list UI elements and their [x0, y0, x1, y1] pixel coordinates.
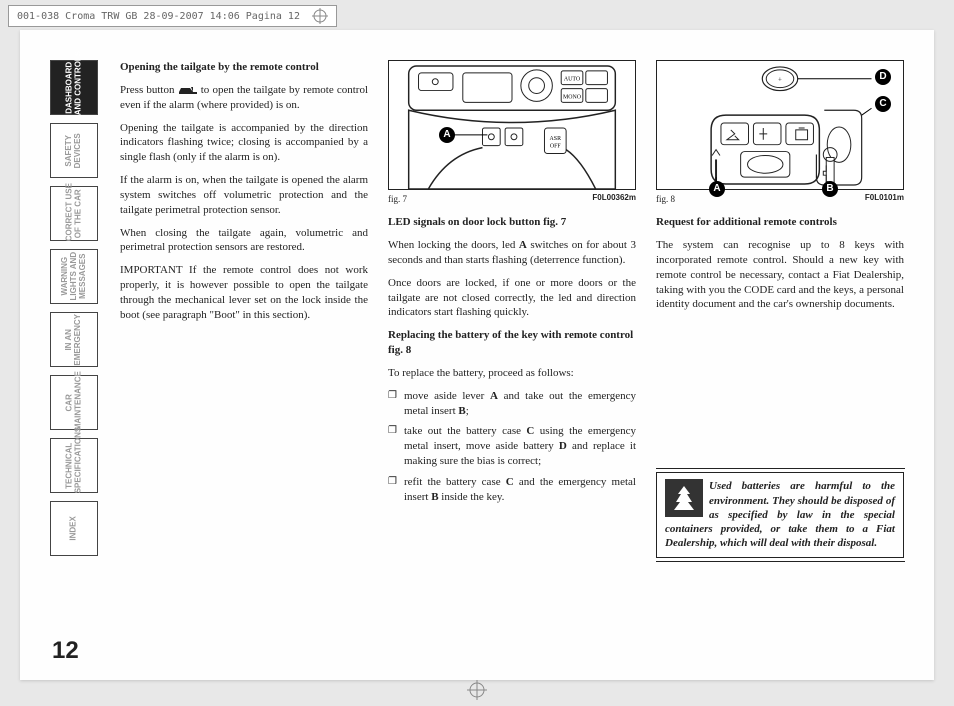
tab-correct-use[interactable]: CORRECT USEOF THE CAR	[50, 186, 98, 241]
tab-warning[interactable]: WARNINGLIGHTS ANDMESSAGES	[50, 249, 98, 304]
paragraph: IMPORTANT If the remote control does not…	[120, 263, 368, 322]
fig8-illustration: +	[657, 61, 903, 189]
tab-label: IN ANEMERGENCY	[65, 314, 83, 366]
page-number: 12	[52, 637, 79, 665]
svg-text:ASR: ASR	[550, 136, 562, 142]
column-1: Opening the tailgate by the remote contr…	[120, 60, 368, 558]
tab-maintenance[interactable]: CARMAINTENANCE	[50, 375, 98, 430]
svg-text:AUTO: AUTO	[564, 77, 581, 83]
fig-label-a: A	[439, 127, 455, 143]
registration-mark-icon	[467, 680, 487, 700]
paragraph: When locking the doors, led A switches o…	[388, 238, 636, 268]
tab-label: CARMAINTENANCE	[65, 375, 83, 430]
fig-label-d: D	[875, 69, 891, 85]
tab-label: SAFETYDEVICES	[65, 128, 83, 174]
tab-label: INDEX	[70, 505, 79, 551]
paragraph: The system can recognise up to 8 keys wi…	[656, 238, 904, 312]
tab-label: DASHBOARDAND CONTROLS	[65, 60, 83, 115]
paragraph: When closing the tailgate again, volumet…	[120, 226, 368, 256]
paragraph: If the alarm is on, when the tailgate is…	[120, 173, 368, 218]
paragraph: Opening the tailgate is accompanied by t…	[120, 121, 368, 166]
paragraph: To replace the battery, proceed as follo…	[388, 366, 636, 381]
column-3: +	[656, 60, 904, 558]
section-tabs: DASHBOARDAND CONTROLS SAFETYDEVICES CORR…	[50, 60, 98, 564]
figure-8: +	[656, 60, 904, 190]
heading: Replacing the battery of the key with re…	[388, 328, 636, 358]
svg-text:+: +	[778, 77, 782, 84]
print-header: 001-038 Croma TRW GB 28-09-2007 14:06 Pa…	[8, 5, 337, 27]
heading: Request for additional remote controls	[656, 215, 904, 230]
car-tailgate-icon	[178, 85, 198, 95]
tab-index[interactable]: INDEX	[50, 501, 98, 556]
fig-label-c: C	[875, 96, 891, 112]
heading: Opening the tailgate by the remote contr…	[120, 60, 368, 75]
paragraph: Press button to open the tailgate by rem…	[120, 83, 368, 113]
list-item: move aside lever A and take out the emer…	[388, 389, 636, 419]
fig-label-a: A	[709, 181, 725, 197]
warning-box: Used batteries are harmful to the enviro…	[656, 472, 904, 557]
tab-label: TECHNICALSPECIFICATIONS	[65, 438, 83, 493]
registration-mark-icon	[312, 8, 328, 24]
tree-icon	[665, 479, 703, 517]
fig-label-b: B	[822, 181, 838, 197]
svg-text:MONO: MONO	[563, 94, 582, 100]
tab-label: WARNINGLIGHTS ANDMESSAGES	[61, 252, 87, 301]
column-2: AUTO MONO ASROFF A fig.	[388, 60, 636, 558]
content-area: Opening the tailgate by the remote contr…	[120, 60, 904, 660]
page: DASHBOARDAND CONTROLS SAFETYDEVICES CORR…	[20, 30, 934, 680]
replace-battery-list: move aside lever A and take out the emer…	[388, 389, 636, 505]
fig7-illustration: AUTO MONO ASR OFF	[389, 61, 635, 189]
tab-safety[interactable]: SAFETYDEVICES	[50, 123, 98, 178]
tab-dashboard[interactable]: DASHBOARDAND CONTROLS	[50, 60, 98, 115]
fig7-caption: fig. 7 F0L00362m	[388, 193, 636, 205]
list-item: take out the battery case C using the em…	[388, 424, 636, 469]
tab-label: CORRECT USEOF THE CAR	[65, 186, 83, 241]
heading: LED signals on door lock button fig. 7	[388, 215, 636, 230]
svg-text:OFF: OFF	[550, 144, 562, 150]
tab-emergency[interactable]: IN ANEMERGENCY	[50, 312, 98, 367]
tab-specs[interactable]: TECHNICALSPECIFICATIONS	[50, 438, 98, 493]
paragraph: Once doors are locked, if one or more do…	[388, 276, 636, 321]
figure-7: AUTO MONO ASR OFF A	[388, 60, 636, 190]
doc-info: 001-038 Croma TRW GB 28-09-2007 14:06 Pa…	[17, 11, 300, 22]
fig8-caption: fig. 8 F0L0101m	[656, 193, 904, 205]
list-item: refit the battery case C and the emergen…	[388, 475, 636, 505]
